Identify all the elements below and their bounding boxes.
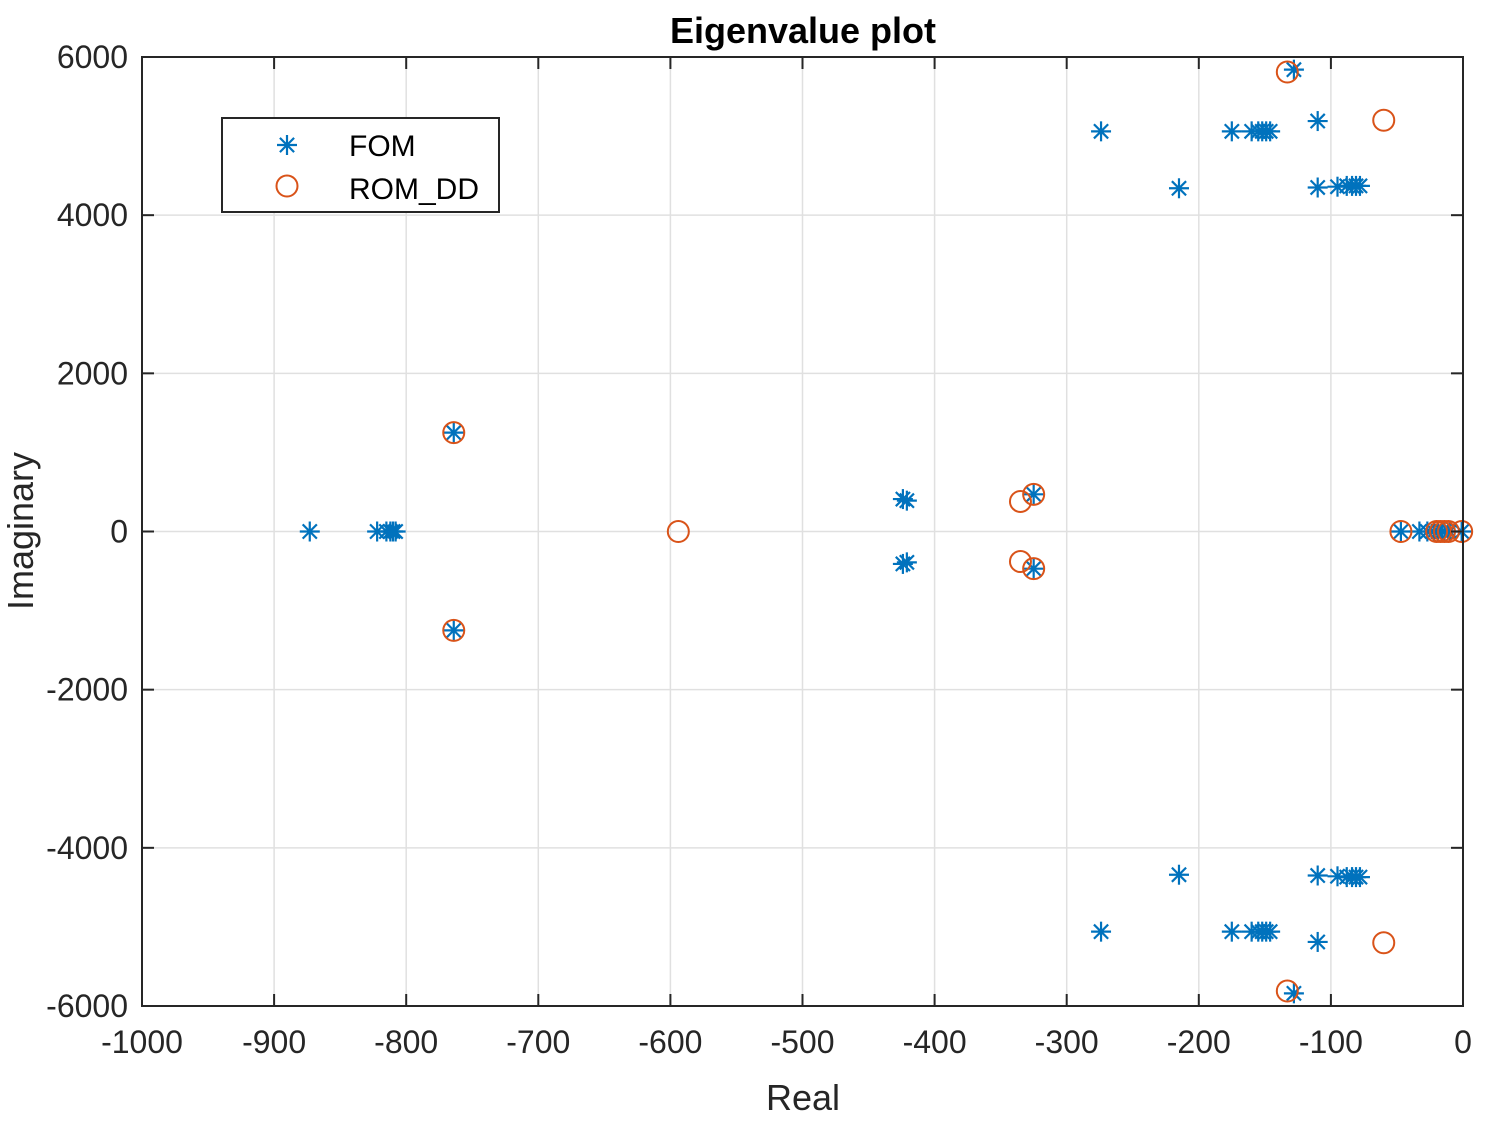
x-tick-label: -300	[1035, 1024, 1099, 1060]
rom-dd-point	[1008, 489, 1032, 513]
y-tick-label: 0	[110, 514, 128, 550]
x-tick-label: -1000	[101, 1024, 183, 1060]
legend-rom-marker	[275, 174, 299, 198]
fom-point	[1307, 177, 1328, 198]
legend-fom-marker	[277, 135, 297, 155]
fom-point	[896, 490, 917, 511]
rom-dd-point	[1022, 482, 1046, 506]
fom-point	[1091, 121, 1112, 142]
x-tick-label: -400	[903, 1024, 967, 1060]
chart-title: Eigenvalue plot	[670, 10, 936, 51]
fom-point	[443, 422, 464, 443]
legend-fom-asterisk	[277, 135, 297, 155]
rom-dd-point	[1372, 931, 1396, 955]
fom-point	[1260, 921, 1281, 942]
y-tick-label: -6000	[46, 988, 128, 1024]
x-tick-label: -900	[242, 1024, 306, 1060]
fom-point	[1307, 865, 1328, 886]
y-tick-label: 6000	[57, 39, 128, 75]
y-axis-label: Imaginary	[0, 452, 41, 610]
fom-point	[1307, 111, 1328, 132]
rom-dd-point	[1389, 520, 1413, 543]
fom-point	[1349, 175, 1370, 196]
y-tick-label: -2000	[46, 672, 128, 708]
legend-rom-circle	[275, 174, 299, 198]
rom-dd-point	[1022, 557, 1046, 581]
x-tick-label: -100	[1299, 1024, 1363, 1060]
fom-point	[1349, 867, 1370, 888]
rom-dd-point	[1275, 60, 1299, 84]
rom-dd-point	[1008, 550, 1032, 574]
fom-point	[1390, 521, 1411, 542]
rom-dd-point	[666, 520, 690, 543]
fom-point	[1221, 921, 1242, 942]
fom-point	[1260, 121, 1281, 142]
legend-rom-label: ROM_DD	[349, 173, 479, 206]
x-tick-label: -700	[506, 1024, 570, 1060]
fom-point	[1168, 178, 1189, 199]
fom-point	[1221, 121, 1242, 142]
fom-point	[443, 620, 464, 641]
legend-fom-label: FOM	[349, 130, 416, 163]
rom-dd-point	[442, 618, 466, 642]
fom-point	[1091, 921, 1112, 942]
fom-point	[1307, 931, 1328, 952]
x-tick-label: 0	[1454, 1024, 1472, 1060]
axis-ticks: -1000 -900 -800 -700 -600 -500 -400 -300 -200 -10…	[46, 39, 1472, 1060]
x-tick-label: -500	[770, 1024, 834, 1060]
x-tick-label: -200	[1167, 1024, 1231, 1060]
fom-point	[385, 521, 406, 542]
legend: FOM ROM_DD	[221, 117, 500, 213]
data-points	[299, 59, 1474, 1004]
fom-point	[896, 552, 917, 573]
x-tick-label: -800	[374, 1024, 438, 1060]
rom-dd-point	[442, 421, 466, 445]
y-tick-label: 2000	[57, 355, 128, 391]
y-tick-label: 4000	[57, 197, 128, 233]
rom-dd-point	[1372, 108, 1396, 132]
y-tick-label: -4000	[46, 830, 128, 866]
fom-point	[1168, 864, 1189, 885]
x-tick-label: -600	[638, 1024, 702, 1060]
rom-dd-point	[1275, 979, 1299, 1003]
legend-box	[221, 117, 500, 213]
x-axis-label: Real	[766, 1077, 840, 1118]
fom-point	[299, 521, 320, 542]
